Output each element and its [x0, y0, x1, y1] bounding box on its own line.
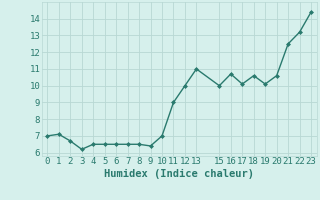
X-axis label: Humidex (Indice chaleur): Humidex (Indice chaleur) [104, 169, 254, 179]
